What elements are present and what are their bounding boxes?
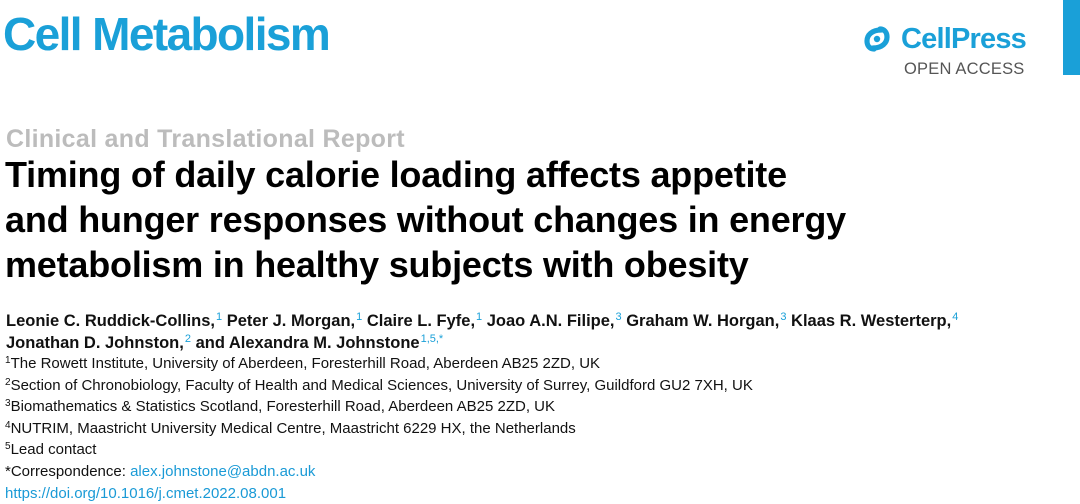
- author[interactable]: Klaas R. Westerterp,4: [791, 311, 959, 331]
- affiliation-marker: 2: [184, 333, 191, 345]
- doi-row: https://doi.org/10.1016/j.cmet.2022.08.0…: [5, 483, 1065, 504]
- title-line: metabolism in healthy subjects with obes…: [5, 244, 749, 285]
- title-line: Timing of daily calorie loading affects …: [5, 154, 787, 195]
- author[interactable]: Peter J. Morgan,1: [226, 311, 363, 331]
- affiliation-number: 4: [5, 419, 11, 431]
- affiliation-number: 1: [5, 355, 11, 366]
- author-list: Leonie C. Ruddick-Collins,1 Peter J. Mor…: [6, 310, 1066, 354]
- title-line: and hunger responses without changes in …: [5, 199, 846, 240]
- doi-link[interactable]: https://doi.org/10.1016/j.cmet.2022.08.0…: [5, 484, 287, 502]
- correspondence: *Correspondence: alex.johnstone@abdn.ac.…: [5, 461, 1065, 483]
- author[interactable]: Leonie C. Ruddick-Collins,1: [6, 311, 223, 331]
- affiliation-number: 3: [5, 398, 11, 410]
- affiliation-number: 2: [5, 376, 11, 388]
- author[interactable]: Claire L. Fyfe,1: [366, 311, 483, 331]
- affiliation-text: NUTRIM, Maastricht University Medical Ce…: [10, 419, 576, 437]
- affiliation: 1The Rowett Institute, University of Abe…: [5, 353, 1065, 375]
- affiliation-marker: 1: [216, 311, 223, 323]
- correspondence-label: *Correspondence:: [5, 462, 131, 480]
- publisher-name: CellPress: [901, 23, 1027, 55]
- affiliation-marker: 3: [780, 311, 787, 323]
- affiliation-marker: 1: [476, 311, 483, 323]
- affiliation-list: 1The Rowett Institute, University of Abe…: [5, 353, 1065, 504]
- author[interactable]: and Alexandra M. Johnstone1,5,*: [195, 333, 444, 353]
- affiliation-text: Biomathematics & Statistics Scotland, Fo…: [10, 398, 555, 416]
- affiliation: 3Biomathematics & Statistics Scotland, F…: [5, 396, 1065, 418]
- cellpress-logo-icon: [864, 26, 890, 52]
- affiliation-text: The Rowett Institute, University of Aber…: [10, 355, 601, 372]
- open-access-label: OPEN ACCESS: [904, 60, 1025, 78]
- article-type: Clinical and Translational Report: [6, 125, 405, 153]
- affiliation-text: Section of Chronobiology, Faculty of Hea…: [10, 376, 753, 394]
- affiliation: 4NUTRIM, Maastricht University Medical C…: [5, 418, 1065, 440]
- affiliation: 2Section of Chronobiology, Faculty of He…: [5, 375, 1065, 397]
- correspondence-email-link[interactable]: alex.johnstone@abdn.ac.uk: [130, 462, 316, 480]
- author-line: Jonathan D. Johnston,2 and Alexandra M. …: [6, 332, 1066, 354]
- author[interactable]: Jonathan D. Johnston,2: [6, 333, 191, 353]
- affiliation-marker: 3: [615, 311, 622, 323]
- affiliation-number: 5: [5, 441, 11, 453]
- author-line: Leonie C. Ruddick-Collins,1 Peter J. Mor…: [6, 310, 1066, 332]
- article-title: Timing of daily calorie loading affects …: [5, 152, 1005, 287]
- affiliation-marker: 1,5,*: [420, 333, 444, 345]
- journal-title: Cell Metabolism: [3, 8, 331, 60]
- affiliation-marker: 4: [952, 311, 959, 323]
- affiliation-text: Lead contact: [10, 441, 97, 459]
- affiliation: 5Lead contact: [5, 439, 1065, 461]
- author[interactable]: Joao A.N. Filipe,3: [486, 311, 622, 331]
- author[interactable]: Graham W. Horgan,3: [626, 311, 787, 331]
- accent-bar: [1063, 0, 1080, 75]
- affiliation-marker: 1: [356, 311, 363, 323]
